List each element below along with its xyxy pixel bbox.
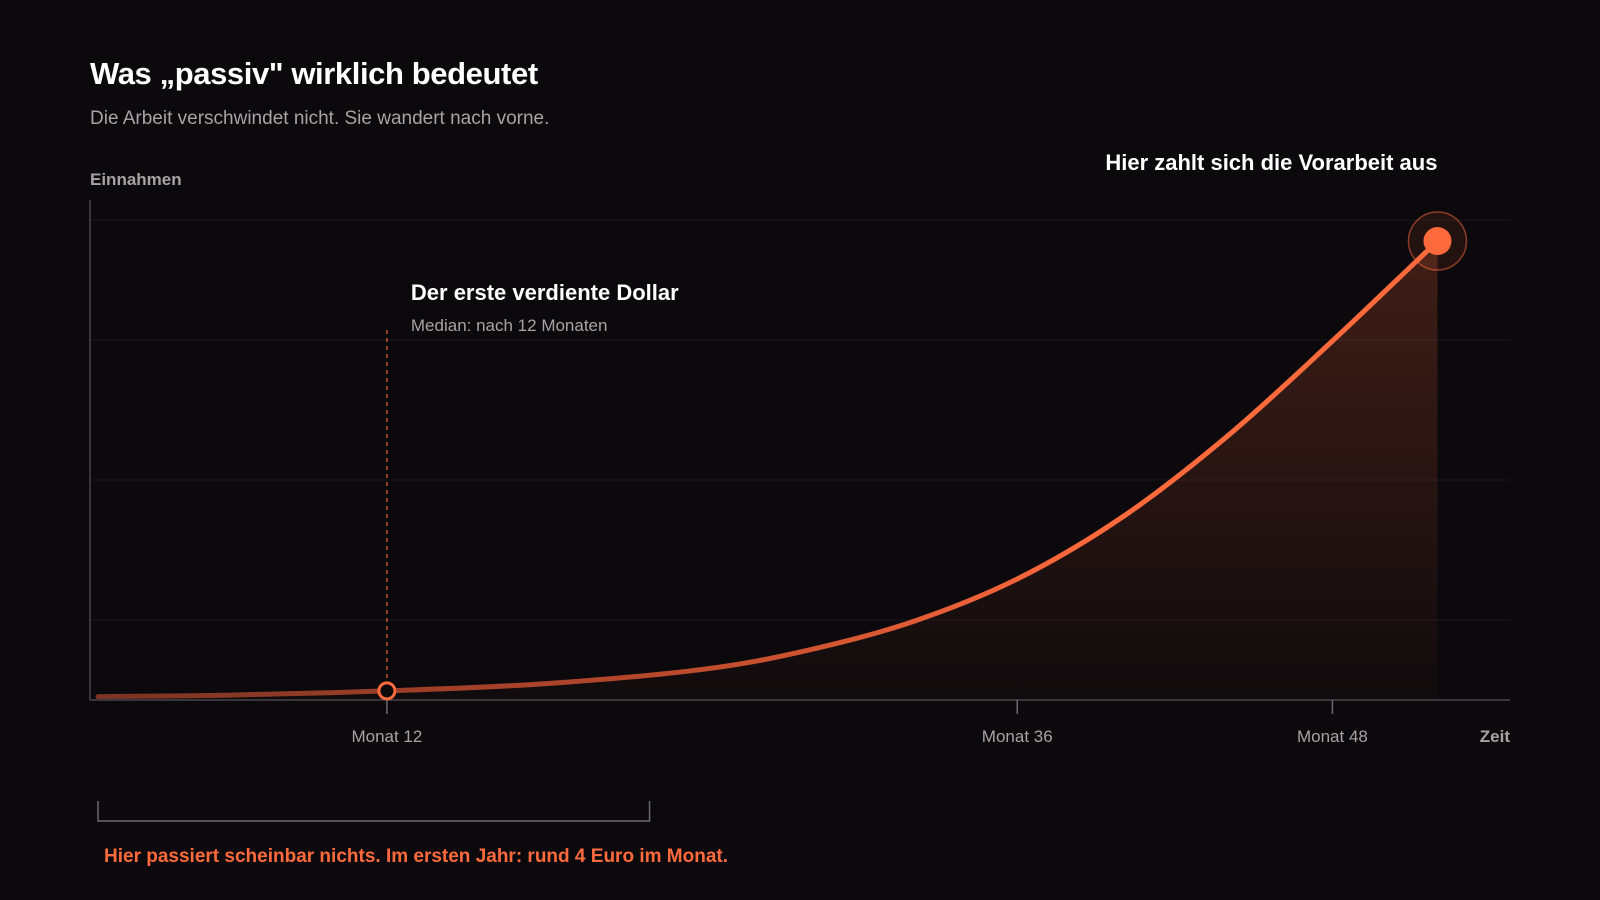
data-point: [96, 695, 100, 699]
bracket-caption: Hier passiert scheinbar nichts. Im erste…: [104, 846, 728, 867]
data-point: [542, 682, 546, 686]
data-point: [1015, 577, 1019, 581]
chart-title: Was „passiv" wirklich bedeutet: [90, 56, 538, 91]
x-tick-label: Monat 12: [351, 727, 422, 746]
x-tick-label: Monat 48: [1297, 727, 1368, 746]
data-point: [700, 667, 704, 671]
x-axis-label: Zeit: [1480, 727, 1511, 746]
x-axis-ticks: Monat 12 Monat 36 Monat 48: [351, 700, 1368, 746]
payoff-label: Hier zahlt sich die Vorarbeit aus: [1105, 150, 1437, 175]
area-fill: [98, 241, 1438, 701]
payoff-marker: [1423, 227, 1452, 256]
data-point: [227, 693, 231, 697]
data-point: [1225, 434, 1229, 438]
series-line: [95, 238, 1440, 700]
first-dollar-title: Der erste verdiente Dollar: [411, 280, 679, 305]
y-axis-label: Einnahmen: [90, 170, 182, 189]
chart-subtitle: Die Arbeit verschwindet nicht. Sie wande…: [90, 108, 550, 129]
data-point: [805, 648, 809, 652]
data-point: [910, 620, 914, 624]
first-dollar-marker: [377, 681, 397, 701]
first-dollar-subtitle: Median: nach 12 Monaten: [411, 316, 608, 335]
data-point: [1330, 339, 1334, 343]
first-year-bracket: [97, 801, 651, 822]
x-tick-label: Monat 36: [982, 727, 1053, 746]
data-point: [1120, 515, 1124, 519]
